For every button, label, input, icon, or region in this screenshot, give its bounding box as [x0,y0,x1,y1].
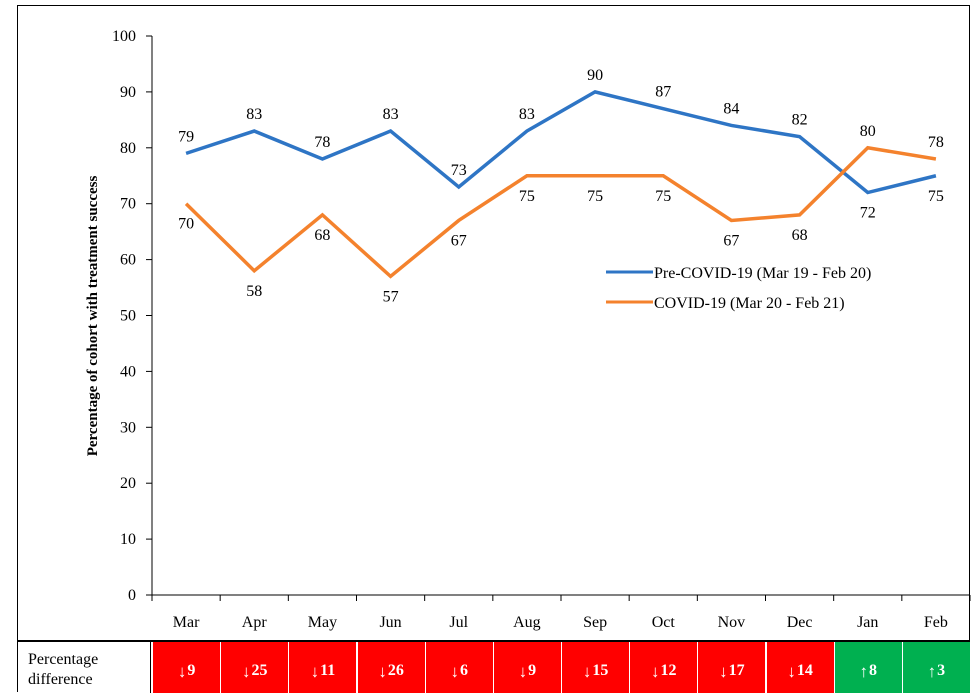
data-label-pre-covid: 73 [451,162,467,179]
x-tick-label: Aug [513,614,541,631]
data-label-pre-covid: 90 [587,67,603,84]
y-tick-label: 70 [120,196,136,213]
arrow-down-icon: ↓ [650,662,660,681]
x-tick-label: Apr [242,614,268,631]
percentage-difference-row: Percentage difference ↓ 9 ↓ 25 ↓ 11 ↓ 26 ↓ 6 ↓ 9 ↓ 15… [17,641,971,693]
data-label-pre-covid: 83 [383,106,399,123]
percentage-difference-cell: ↓ 26 [357,642,426,693]
percentage-difference-cell: ↓ 11 [289,642,358,693]
arrow-down-icon: ↓ [450,662,459,681]
x-tick-label: May [308,614,337,631]
data-label-pre-covid: 87 [655,84,671,101]
percentage-difference-value: 11 [320,662,336,679]
y-tick-label: 50 [120,308,136,325]
percentage-difference-cell: ↑ 8 [834,642,903,693]
data-label-covid: 78 [928,134,944,151]
data-label-pre-covid: 83 [246,106,262,123]
percentage-difference-cell: ↓ 15 [562,642,631,693]
x-tick-label: Mar [173,614,200,631]
percentage-difference-value: 8 [868,662,877,679]
data-label-pre-covid: 78 [314,134,330,151]
data-label-covid: 75 [519,188,535,205]
y-tick-label: 80 [120,140,136,157]
percentage-difference-value: 25 [251,662,268,679]
series-line-covid [184,145,937,279]
data-label-pre-covid: 83 [519,106,535,123]
x-tick-label: Feb [924,614,948,631]
x-tick-label: Jul [449,614,468,631]
data-label-covid: 75 [655,188,671,205]
y-axis-title: Percentage of cohort with treatment succ… [85,176,101,457]
data-label-covid: 80 [860,123,876,140]
series-line-pre-covid [185,90,937,195]
y-tick-label: 20 [120,475,136,492]
x-tick-label: Nov [718,614,746,631]
legend-label-covid: COVID-19 (Mar 20 - Feb 21) [654,295,845,312]
x-tick-label: Sep [583,614,607,631]
percentage-difference-cell: ↓ 9 [493,642,562,693]
arrow-down-icon: ↓ [310,662,320,681]
y-tick-label: 30 [120,419,136,436]
data-label-pre-covid: 72 [860,205,876,222]
arrow-down-icon: ↓ [177,662,187,681]
x-tick-label: Dec [787,614,813,631]
data-label-covid: 67 [723,232,739,249]
percentage-difference-cell: ↓ 6 [425,642,494,693]
line-chart: 0 10 20 30 40 50 60 70 80 90 100 Mar Apr May Jun Jul Au… [85,28,971,631]
percentage-difference-value: 9 [187,662,196,679]
legend-label-pre-covid: Pre-COVID-19 (Mar 19 - Feb 20) [654,265,871,282]
data-label-covid: 57 [383,288,399,305]
data-label-covid: 68 [314,227,330,244]
chart-frame [17,5,970,641]
percentage-difference-value: 14 [796,662,813,679]
data-label-covid: 67 [451,232,467,249]
percentage-difference-header: Percentage difference [18,642,151,693]
data-label-covid: 58 [246,283,262,300]
data-label-pre-covid: 75 [928,188,944,205]
arrow-down-icon: ↓ [241,662,251,681]
percentage-difference-value: 12 [660,662,677,679]
y-tick-label: 10 [120,531,136,548]
x-tick-label: Jun [379,614,401,631]
arrow-down-icon: ↓ [787,662,796,681]
y-tick-label: 60 [120,252,136,269]
percentage-difference-cell: ↓ 14 [766,642,835,693]
data-label-pre-covid: 82 [792,112,808,129]
arrow-down-icon: ↓ [582,662,592,681]
percentage-difference-value: 15 [592,662,609,679]
data-label-covid: 75 [587,188,603,205]
percentage-difference-cell: ↓ 12 [630,642,699,693]
percentage-difference-value: 26 [387,662,404,679]
arrow-up-icon: ↑ [859,662,868,681]
percentage-difference-value: 9 [528,662,537,679]
arrow-down-icon: ↓ [719,662,728,681]
data-label-pre-covid: 79 [178,128,194,145]
x-tick-label: Oct [652,614,676,631]
percentage-difference-cell: ↓ 17 [698,642,767,693]
arrow-down-icon: ↓ [518,662,528,681]
data-label-pre-covid: 84 [723,100,739,117]
arrow-down-icon: ↓ [378,662,387,681]
percentage-difference-cell: ↓ 25 [221,642,290,693]
y-tick-label: 40 [120,363,136,380]
percentage-difference-value: 6 [459,662,468,679]
legend: Pre-COVID-19 (Mar 19 - Feb 20) COVID-19 … [606,265,871,312]
y-tick-label: 0 [128,587,136,604]
data-label-covid: 70 [178,216,194,233]
x-tick-label: Jan [857,614,878,631]
percentage-difference-value: 17 [728,662,745,679]
percentage-difference-cell: ↓ 9 [153,642,222,693]
percentage-difference-cell: ↑ 3 [902,642,971,693]
data-label-covid: 68 [792,227,808,244]
arrow-up-icon: ↑ [927,662,937,681]
y-tick-label: 100 [112,28,136,45]
percentage-difference-value: 3 [937,662,946,679]
y-tick-label: 90 [120,84,136,101]
